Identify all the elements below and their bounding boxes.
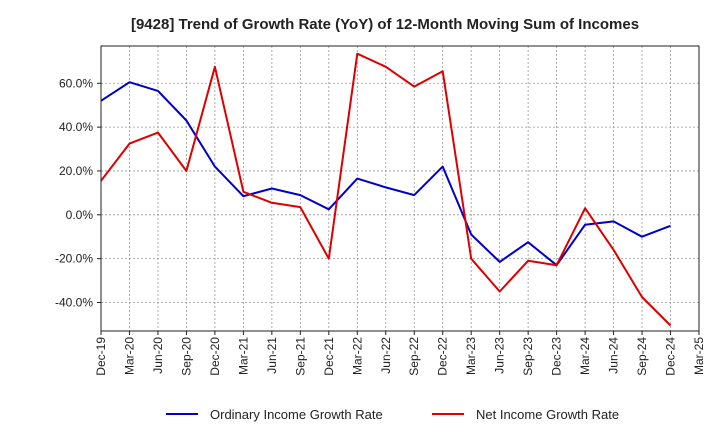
y-tick-label: -20.0%: [55, 252, 93, 266]
x-tick-label: Dec-21: [322, 337, 336, 376]
x-tick-label: Jun-21: [265, 337, 279, 374]
y-tick-label: -40.0%: [55, 296, 93, 310]
x-tick-label: Mar-24: [578, 337, 592, 375]
x-tick-label: Mar-21: [236, 337, 250, 375]
series-line-net-income: [100, 52, 672, 327]
x-tick-label: Dec-23: [550, 337, 564, 376]
x-tick-label: Jun-24: [607, 337, 621, 374]
x-tick-label: Dec-24: [664, 337, 678, 376]
series-line-ordinary-income: [100, 81, 671, 267]
series-lines: [100, 52, 672, 327]
x-tick-label: Jun-20: [151, 337, 165, 374]
y-axis-ticks: -40.0% -20.0% 0.0% 20.0% 40.0% 60.0%: [55, 76, 101, 310]
x-tick-label: Dec-19: [94, 337, 108, 376]
x-tick-label: Sep-20: [179, 337, 193, 376]
x-tick-label: Mar-23: [464, 337, 478, 375]
x-tick-label: Mar-25: [692, 337, 706, 375]
legend-label: Ordinary Income Growth Rate: [210, 407, 383, 422]
plot-area-frame: [100, 45, 700, 332]
x-tick-label: Dec-22: [436, 337, 450, 376]
x-tick-label: Sep-24: [635, 337, 649, 376]
x-axis-ticks: Dec-19 Mar-20 Jun-20 Sep-20 Dec-20 Mar-21 Jun-…: [94, 331, 706, 376]
y-tick-label: 40.0%: [59, 120, 93, 134]
x-tick-label: Dec-20: [208, 337, 222, 376]
y-tick-label: 0.0%: [66, 208, 94, 222]
chart-title: [9428] Trend of Growth Rate (YoY) of 12-…: [131, 16, 639, 33]
x-tick-label: Mar-22: [350, 337, 364, 375]
x-tick-label: Sep-22: [407, 337, 421, 376]
y-tick-label: 20.0%: [59, 164, 93, 178]
x-tick-label: Sep-21: [293, 337, 307, 376]
x-tick-label: Jun-23: [493, 337, 507, 374]
x-tick-label: Mar-20: [122, 337, 136, 375]
y-tick-label: 60.0%: [59, 76, 93, 90]
x-tick-label: Jun-22: [379, 337, 393, 374]
grid-lines: [101, 46, 699, 331]
x-tick-label: Sep-23: [521, 337, 535, 376]
legend-label: Net Income Growth Rate: [476, 407, 619, 422]
legend: Ordinary Income Growth Rate Net Income Gr…: [166, 407, 619, 422]
